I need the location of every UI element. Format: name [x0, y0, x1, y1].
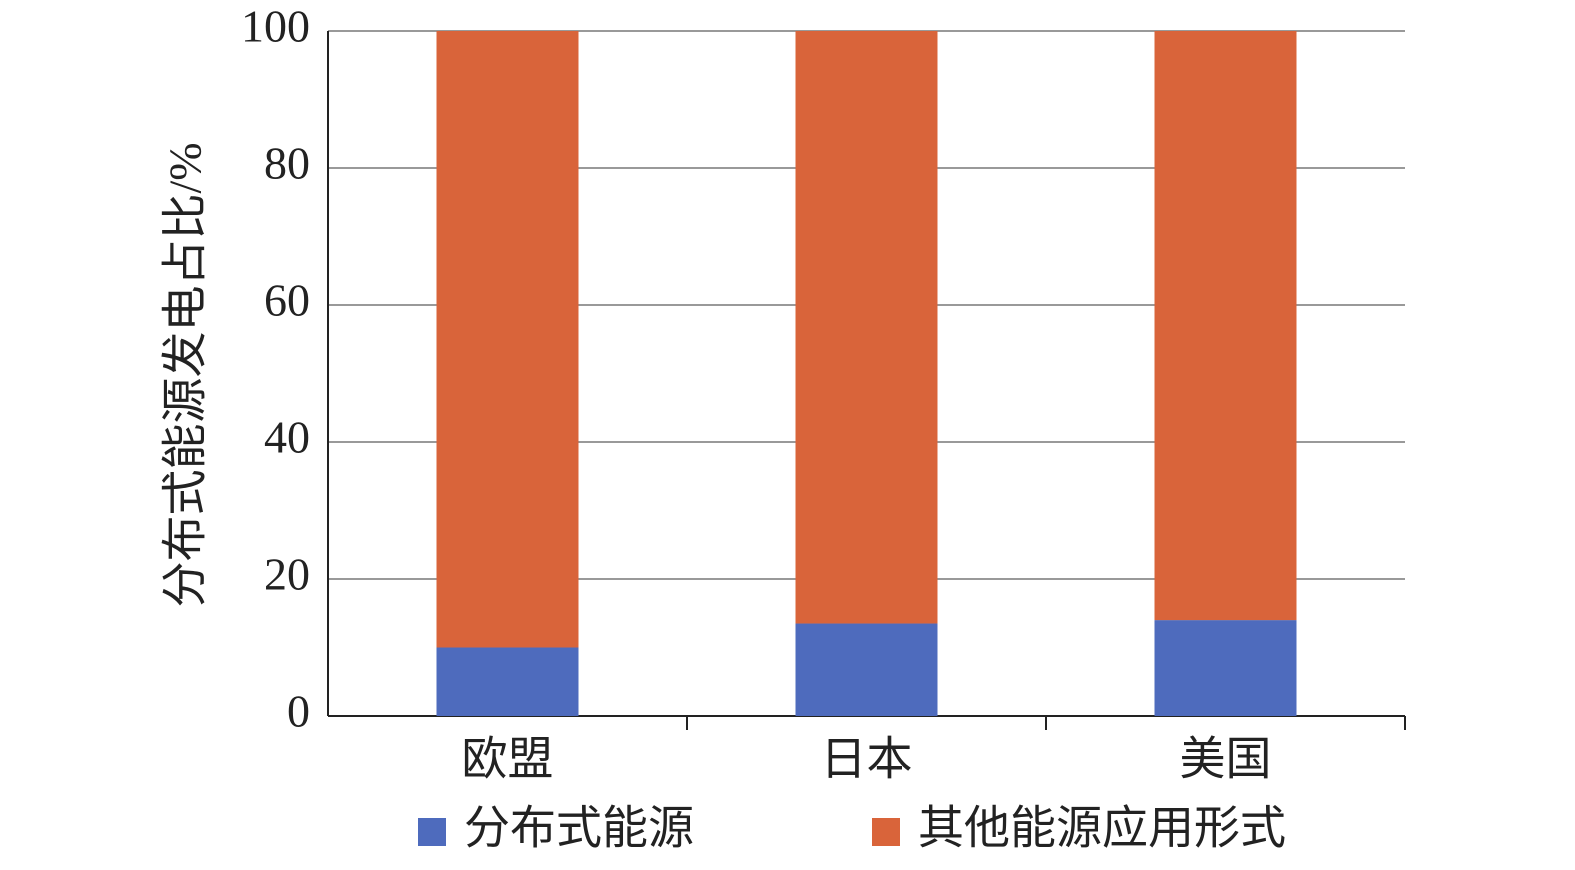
bar-segment: [1154, 31, 1297, 621]
y-tick-label: 60: [264, 275, 310, 326]
y-tick-label: 20: [264, 549, 310, 600]
y-tick-label: 0: [287, 686, 310, 737]
legend-swatch: [418, 818, 446, 846]
x-tick-label: 美国: [1180, 734, 1272, 785]
bar-segment: [436, 647, 579, 716]
bar-segment: [436, 31, 579, 648]
y-axis-label: 分布式能源发电占比/%: [160, 142, 211, 607]
bar-segment: [795, 31, 938, 624]
x-tick-label: 日本: [821, 734, 913, 785]
legend-swatch: [872, 818, 900, 846]
legend-label: 其他能源应用形式: [918, 803, 1286, 854]
x-tick-label: 欧盟: [462, 734, 554, 785]
bar-segment: [1154, 620, 1297, 716]
y-tick-label: 100: [241, 1, 310, 52]
y-tick-label: 40: [264, 412, 310, 463]
legend-label: 分布式能源: [464, 803, 694, 854]
bar-segment: [795, 623, 938, 716]
y-tick-label: 80: [264, 138, 310, 189]
